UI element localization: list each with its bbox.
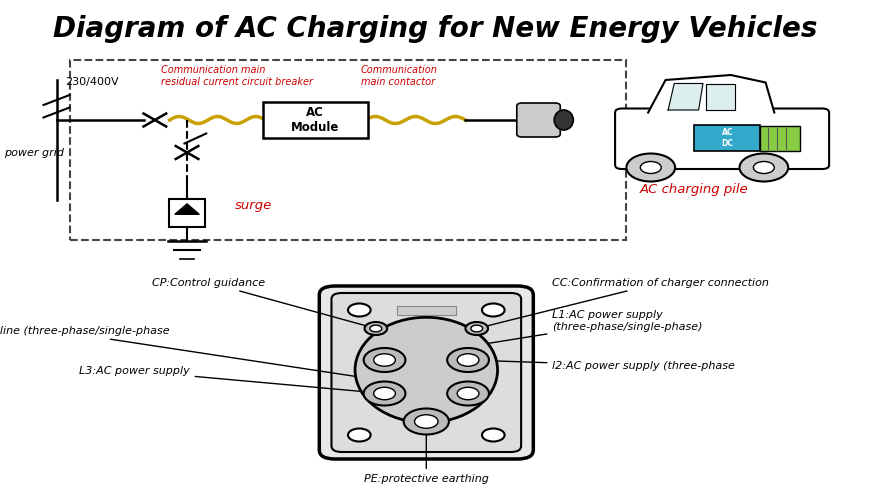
Text: surge: surge: [235, 198, 272, 211]
FancyBboxPatch shape: [169, 199, 205, 227]
Circle shape: [465, 322, 488, 335]
Text: AC charging pile: AC charging pile: [639, 184, 747, 196]
Polygon shape: [175, 204, 199, 214]
Text: 230/400V: 230/400V: [65, 78, 119, 88]
FancyBboxPatch shape: [262, 102, 368, 138]
Circle shape: [374, 354, 395, 366]
Text: Communication main
residual current circuit breaker: Communication main residual current circ…: [161, 65, 313, 86]
Text: L3:AC power supply: L3:AC power supply: [79, 366, 381, 394]
Text: power grid: power grid: [4, 148, 64, 158]
FancyBboxPatch shape: [759, 126, 799, 150]
Polygon shape: [706, 84, 734, 110]
Text: AC
DC: AC DC: [720, 128, 733, 148]
Circle shape: [348, 304, 370, 316]
Circle shape: [753, 162, 773, 173]
Circle shape: [364, 322, 387, 335]
Circle shape: [481, 304, 504, 316]
Ellipse shape: [554, 110, 573, 130]
Polygon shape: [647, 75, 773, 112]
Circle shape: [363, 382, 405, 406]
FancyBboxPatch shape: [516, 103, 560, 137]
Circle shape: [447, 348, 488, 372]
Circle shape: [447, 382, 488, 406]
Circle shape: [640, 162, 660, 173]
Text: Diagram of AC Charging for New Energy Vehicles: Diagram of AC Charging for New Energy Ve…: [53, 15, 816, 43]
Ellipse shape: [355, 318, 497, 422]
FancyBboxPatch shape: [693, 125, 760, 151]
Circle shape: [363, 348, 405, 372]
Polygon shape: [667, 84, 702, 110]
Text: N:Neutral line (three-phase/single-phase: N:Neutral line (three-phase/single-phase: [0, 326, 465, 393]
Circle shape: [414, 414, 438, 428]
Text: Communication
main contactor: Communication main contactor: [361, 65, 437, 86]
FancyBboxPatch shape: [319, 286, 533, 459]
Text: l2:AC power supply (three-phase: l2:AC power supply (three-phase: [470, 360, 734, 371]
Circle shape: [470, 325, 482, 332]
Text: PE:protective earthing: PE:protective earthing: [363, 424, 488, 484]
Text: CC:Confirmation of charger connection: CC:Confirmation of charger connection: [479, 278, 768, 328]
Circle shape: [403, 408, 448, 434]
Circle shape: [739, 154, 787, 182]
Circle shape: [348, 428, 370, 442]
Circle shape: [626, 154, 674, 182]
Text: AC
Module: AC Module: [291, 106, 339, 134]
Text: CP:Control guidance: CP:Control guidance: [152, 278, 373, 328]
Circle shape: [481, 428, 504, 442]
FancyBboxPatch shape: [331, 293, 521, 452]
Circle shape: [374, 388, 395, 400]
Circle shape: [369, 325, 381, 332]
Circle shape: [457, 354, 478, 366]
FancyBboxPatch shape: [614, 108, 828, 169]
Circle shape: [457, 388, 478, 400]
FancyBboxPatch shape: [396, 306, 455, 314]
Text: L1:AC power supply
(three-phase/single-phase): L1:AC power supply (three-phase/single-p…: [387, 310, 702, 360]
